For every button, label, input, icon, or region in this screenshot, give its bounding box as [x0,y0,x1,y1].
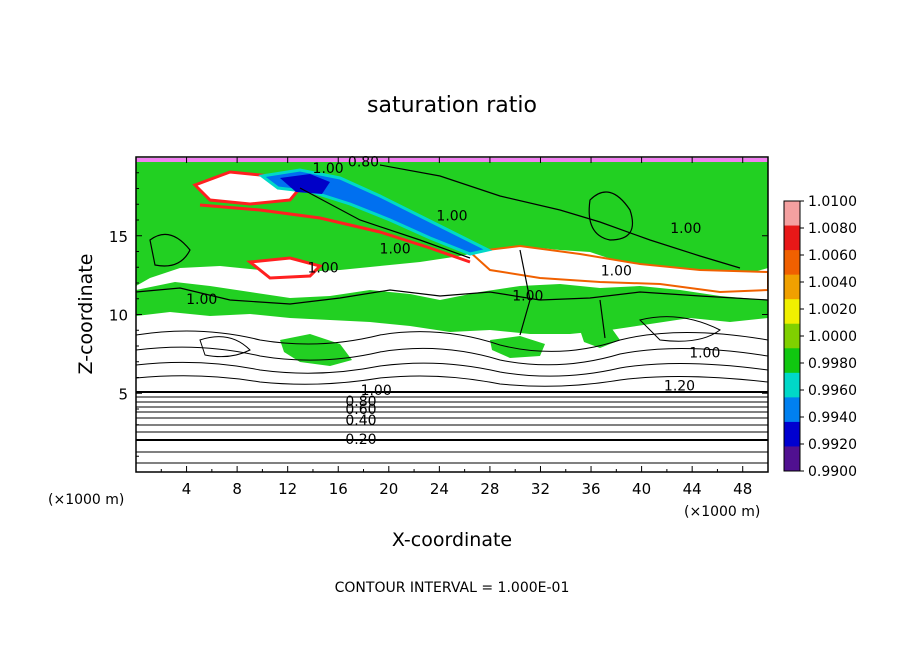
contour-label: 1.00 [436,208,467,224]
contour-label: 1.20 [664,378,695,394]
contour-label: 1.00 [313,161,344,177]
colorbar-swatch [784,323,800,349]
green-patch-2 [490,336,545,358]
colorbar-label: 0.9900 [808,464,857,480]
x-tick-label: 24 [430,480,449,498]
contour-labels: 0.801.001.001.001.00 1.001.001.001.001.00… [186,155,720,448]
x-tick-label: 32 [531,480,550,498]
x-unit-right: (×1000 m) [684,504,760,520]
colorbar-label: 0.9960 [808,383,857,399]
white-patch-right [467,244,768,294]
x-tick-label: 8 [232,480,242,498]
y-axis-ticks: 5 10 15 [109,172,768,457]
colorbar-swatch [784,201,800,227]
contour-label: 0.20 [345,432,376,448]
blue-core [280,174,330,194]
red-rim [199,203,471,264]
contours-upper [136,164,768,339]
x-axis-label: X-coordinate [392,529,512,551]
contour-label: 1.00 [601,263,632,279]
colorbar-swatch [784,397,800,423]
contour-label: 0.80 [345,394,376,410]
contours-cloud-layer [136,316,768,387]
contour-label: 0.60 [345,402,376,418]
colorbar-swatch [784,250,800,276]
chart-title: saturation ratio [367,93,537,118]
x-tick-label: 48 [733,480,752,498]
colorbar-label: 1.0040 [808,275,857,291]
contour-label: 1.00 [380,241,411,257]
colorbar-label: 1.0000 [808,329,857,345]
white-patch-mid-left [246,256,323,280]
colorbar-label: 0.9920 [808,437,857,453]
contours-stratified [136,391,768,464]
colorbar-swatch [784,274,800,300]
y-axis-label: Z-coordinate [75,254,97,375]
colorbar-label: 1.0080 [808,221,857,237]
y-tick-label: 15 [109,228,128,246]
colorbar-label: 0.9940 [808,410,857,426]
x-tick-label: 16 [329,480,348,498]
contour-label: 1.00 [512,289,543,305]
colorbar-label: 1.0060 [808,248,857,264]
x-tick-label: 12 [278,480,297,498]
colorbar-label: 1.0100 [808,194,857,210]
green-patch-1 [280,334,352,366]
contour-label: 1.00 [307,260,338,276]
contour-label: 1.00 [186,292,217,308]
x-tick-label: 36 [581,480,600,498]
colorbar-label: 0.9980 [808,356,857,372]
contour-interval-note: CONTOUR INTERVAL = 1.000E-01 [335,580,570,596]
colorbar-swatch [784,372,800,398]
green-patch-3 [580,326,620,348]
colorbar-swatch [784,446,800,472]
x-unit-left: (×1000 m) [48,492,124,508]
contour-label: 0.40 [345,413,376,429]
contour-label: 1.00 [670,221,701,237]
y-tick-label: 10 [109,307,128,325]
x-tick-label: 44 [683,480,702,498]
colorbar-swatch [784,225,800,251]
colorbar-label: 1.0020 [808,302,857,318]
x-tick-label: 40 [632,480,651,498]
plot-area [136,157,768,472]
colorbar-swatch [784,348,800,374]
colorbar-swatch [784,299,800,325]
contour-label: 1.00 [361,383,392,399]
x-tick-label: 4 [182,480,192,498]
colorbar-swatch [784,421,800,447]
contour-label: 1.00 [689,345,720,361]
x-axis-ticks: 4 8 12 16 20 24 28 32 36 40 44 48 [160,157,752,498]
colorbar: 1.0100 1.0080 1.0060 1.0040 1.0020 1.0000 0.99… [783,194,857,480]
y-tick-label: 5 [118,385,128,403]
x-tick-label: 28 [480,480,499,498]
x-tick-label: 20 [379,480,398,498]
contour-label: 0.80 [348,155,379,171]
